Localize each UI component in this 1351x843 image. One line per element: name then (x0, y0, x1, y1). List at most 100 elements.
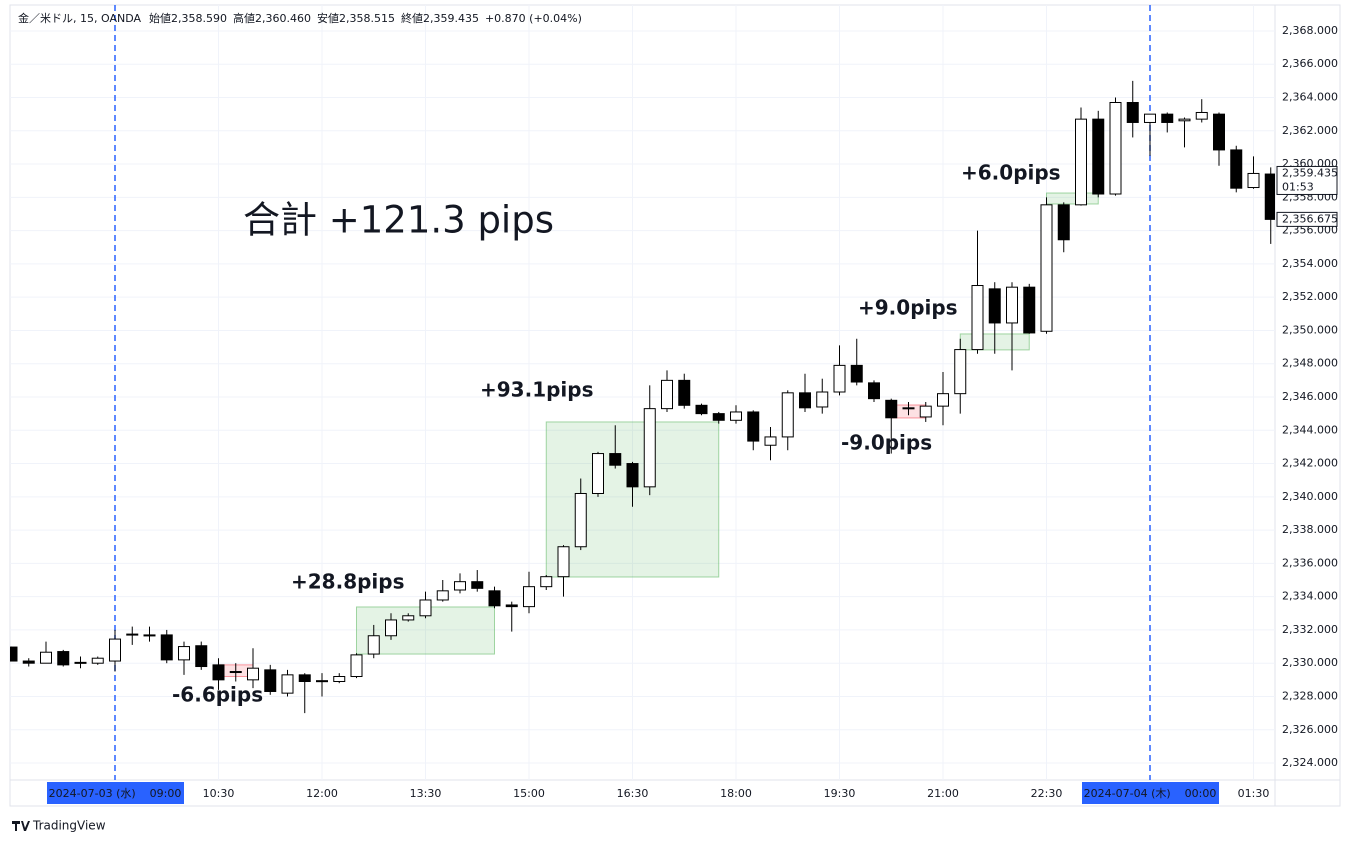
x-tick-label: 15:00 (513, 787, 545, 800)
candle-body (57, 651, 70, 666)
candle-body (436, 590, 449, 601)
candle-body (1126, 101, 1139, 123)
candle-body (385, 619, 397, 637)
price-label-box (1276, 211, 1338, 227)
candle-body (850, 364, 863, 383)
x-tick-label: 21:00 (927, 787, 959, 800)
candle-body (919, 405, 932, 418)
y-tick-label: 2,338.000 (1282, 523, 1338, 536)
candle-body (471, 581, 484, 589)
x-tick-highlight (1082, 782, 1219, 804)
candle-body (10, 646, 18, 662)
box-label: -9.0pips (841, 431, 932, 455)
box-label: +6.0pips (961, 161, 1061, 185)
header-item: 始値2,358.590 (149, 11, 227, 25)
candle-body (367, 635, 380, 655)
candle-body (1144, 113, 1156, 123)
candle-body (1161, 113, 1174, 123)
candle-body (661, 379, 673, 410)
candle-body (316, 680, 328, 683)
candle-body (126, 633, 139, 636)
candle-body (988, 288, 1001, 324)
candle-body (333, 676, 346, 683)
header: 金／米ドル, 15, OANDA 始値2,358.590 高値2,360.460 安値… (18, 11, 582, 25)
candle-body (1109, 101, 1122, 195)
candle-body (143, 634, 156, 637)
y-tick-label: 2,362.000 (1282, 124, 1338, 137)
candle-body (902, 407, 915, 410)
box-label: +28.8pips (291, 570, 405, 594)
brand: TradingView (32, 819, 106, 833)
candle-body (695, 404, 708, 415)
x-tick-label: 12:00 (306, 787, 338, 800)
candle-body (937, 393, 949, 407)
candle-body (229, 671, 242, 674)
candle-body (1264, 173, 1275, 220)
candle-body (799, 392, 811, 409)
candle-body (178, 646, 190, 661)
candle-body (609, 453, 622, 466)
candle-body (109, 638, 121, 662)
y-tick-label: 2,354.000 (1282, 257, 1338, 270)
candle-body (22, 660, 35, 664)
price-label: 2,356.675 (1282, 212, 1338, 225)
y-tick-label: 2,330.000 (1282, 656, 1338, 669)
candle-body (1092, 118, 1105, 195)
candle-body (298, 674, 311, 683)
candle-body (1057, 204, 1070, 241)
y-tick-label: 2,332.000 (1282, 623, 1338, 636)
header-item: +0.870 (+0.04%) (485, 12, 582, 25)
candles (10, 80, 1275, 714)
x-tick-label: 19:30 (824, 787, 856, 800)
candle-body (557, 546, 570, 578)
y-tick-label: 2,342.000 (1282, 457, 1338, 470)
x-tick-label: 18:00 (720, 787, 752, 800)
x-tick-highlight (47, 782, 184, 804)
candle-body (730, 411, 742, 421)
candle-body (868, 382, 880, 400)
candle-body (626, 463, 639, 488)
candle-body (1178, 118, 1191, 122)
candle-body (1006, 286, 1018, 324)
candle-body (419, 599, 432, 617)
y-tick-label: 2,368.000 (1282, 24, 1338, 37)
candle-body (764, 436, 777, 446)
candle-body (402, 615, 415, 621)
candle-body (781, 392, 794, 438)
box-label: +93.1pips (480, 378, 594, 402)
candle-body (91, 657, 104, 664)
y-tick-label: 2,326.000 (1282, 723, 1338, 736)
y-tick-label: 2,344.000 (1282, 423, 1338, 436)
candle-body (1075, 118, 1087, 206)
candle-body (678, 379, 691, 406)
candle-body (350, 654, 363, 678)
candle-body (833, 364, 846, 393)
x-tick-label: 10:30 (203, 787, 235, 800)
candle-body (505, 604, 518, 608)
candle-body (40, 651, 52, 664)
candle-body (816, 391, 829, 408)
candle-body (1040, 204, 1053, 332)
y-tick-label: 2,340.000 (1282, 490, 1338, 503)
y-tick-label: 2,328.000 (1282, 689, 1338, 702)
candle-body (264, 669, 277, 692)
candle-body (212, 664, 225, 681)
y-tick-label: 2,352.000 (1282, 290, 1338, 303)
y-tick-label: 2,366.000 (1282, 57, 1338, 70)
y-tick-label: 2,348.000 (1282, 357, 1338, 370)
box-label: +9.0pips (858, 296, 958, 320)
brand-logo (12, 821, 30, 831)
axes: 2,324.000 2,326.000 2,328.000 2,330.000 2,33… (47, 24, 1338, 804)
candle-body (160, 634, 173, 661)
candle-body (954, 349, 967, 395)
candle-body (1195, 111, 1208, 120)
candle-body (540, 576, 553, 588)
x-tick-label: 2024-07-03 (水) 09:00 (49, 787, 182, 800)
grid (10, 5, 1275, 780)
candle-body (1023, 286, 1036, 334)
y-tick-label: 2,336.000 (1282, 556, 1338, 569)
trade-box (1046, 192, 1099, 205)
header-item: 安値2,358.515 (317, 11, 395, 25)
x-tick-label: 13:30 (410, 787, 442, 800)
